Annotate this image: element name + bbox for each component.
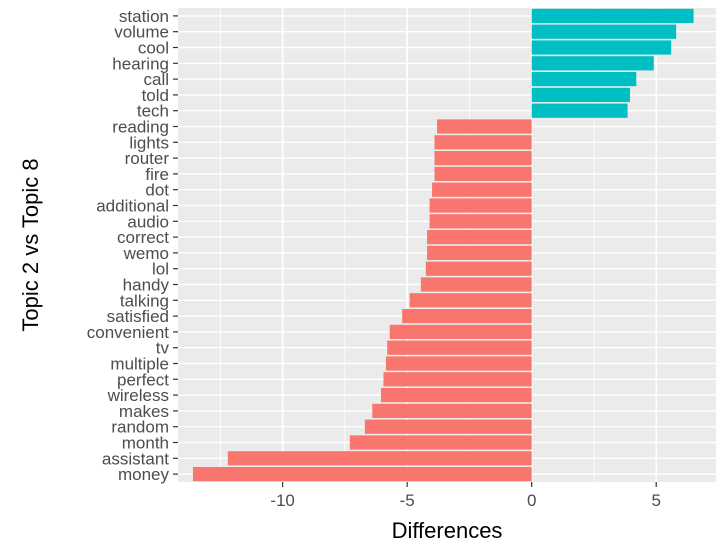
y-tick-label: lights <box>129 133 169 152</box>
y-tick-label: wireless <box>107 386 169 405</box>
bar-talking <box>409 293 532 308</box>
bar-dot <box>432 182 532 197</box>
y-tick-label: cool <box>138 39 169 58</box>
y-tick-label: assistant <box>102 449 169 468</box>
y-tick-label: month <box>122 434 169 453</box>
y-tick-label: dot <box>145 181 169 200</box>
y-tick-label: call <box>143 70 169 89</box>
bars <box>192 8 694 482</box>
bar-wireless <box>380 387 532 403</box>
bar-correct <box>427 229 532 245</box>
y-tick-label: lol <box>152 260 169 279</box>
x-axis: -10 -5 0 5 <box>270 482 661 510</box>
bar-satisfied <box>402 308 532 324</box>
bar-cool <box>531 40 672 55</box>
bar-perfect <box>383 372 532 387</box>
y-tick-label: handy <box>123 276 170 295</box>
y-tick-label: convenient <box>87 323 170 342</box>
bar-audio <box>429 214 532 229</box>
bar-random <box>364 419 532 434</box>
bar-fire <box>434 166 532 182</box>
bar-assistant <box>227 451 532 466</box>
y-tick-label: satisfied <box>107 307 169 326</box>
bar-money <box>192 466 532 482</box>
bar-lights <box>434 135 532 150</box>
bar-month <box>349 435 532 450</box>
y-tick-label: reading <box>112 118 169 137</box>
y-tick-label: random <box>111 418 169 437</box>
x-tick-label: -10 <box>270 491 295 510</box>
y-tick-label: perfect <box>117 370 169 389</box>
bar-reading <box>437 119 532 134</box>
y-tick-label: correct <box>117 228 169 247</box>
y-tick-label: router <box>125 149 170 168</box>
y-tick-label: multiple <box>110 355 169 374</box>
bar-volume <box>531 24 677 39</box>
bar-multiple <box>385 356 532 371</box>
bar-call <box>531 71 637 87</box>
y-axis-title: Topic 2 vs Topic 8 <box>18 158 43 331</box>
y-tick-label: station <box>119 7 169 26</box>
y-tick-label: wemo <box>123 244 169 263</box>
plot-panel <box>178 8 716 482</box>
y-tick-label: audio <box>127 212 169 231</box>
y-tick-label: talking <box>120 291 169 310</box>
x-axis-title: Differences <box>392 518 503 543</box>
y-axis: stationvolumecoolhearingcalltoldtechread… <box>87 7 178 484</box>
bar-tv <box>387 340 532 355</box>
bar-told <box>531 87 631 103</box>
y-tick-label: money <box>118 465 170 484</box>
y-tick-label: hearing <box>112 54 169 73</box>
x-tick-label: 5 <box>651 491 660 510</box>
y-tick-label: fire <box>145 165 169 184</box>
y-tick-label: tv <box>156 339 170 358</box>
y-tick-label: makes <box>119 402 169 421</box>
bar-hearing <box>531 56 654 71</box>
y-tick-label: tech <box>137 102 169 121</box>
bar-handy <box>420 277 532 292</box>
bar-convenient <box>389 324 532 340</box>
bar-tech <box>531 103 628 118</box>
y-tick-label: volume <box>114 23 169 42</box>
x-tick-label: 0 <box>527 491 536 510</box>
y-tick-label: told <box>142 86 169 105</box>
x-tick-label: -5 <box>400 491 415 510</box>
bar-additional <box>429 198 532 213</box>
bar-wemo <box>427 245 532 261</box>
bar-makes <box>372 403 532 419</box>
y-tick-label: additional <box>96 197 169 216</box>
bar-router <box>434 150 532 166</box>
bar-station <box>531 8 694 24</box>
bar-lol <box>425 261 532 276</box>
